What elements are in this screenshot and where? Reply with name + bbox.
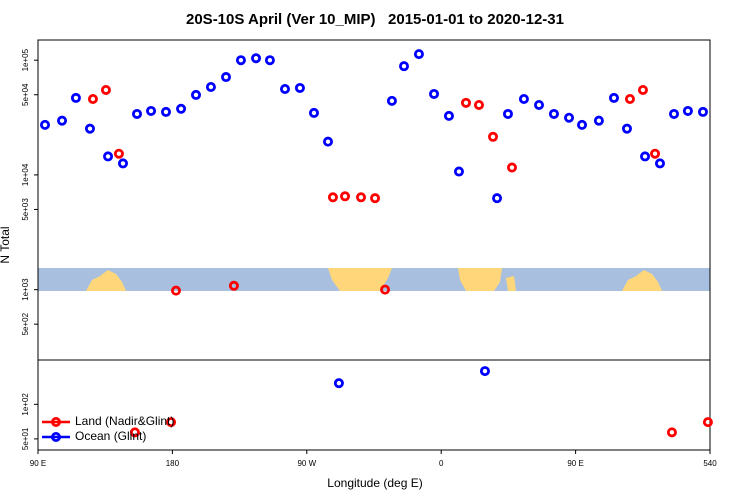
point bbox=[340, 191, 351, 202]
point bbox=[308, 107, 319, 118]
x-tick-label: 180 bbox=[166, 459, 180, 468]
point bbox=[70, 92, 81, 103]
y-tick-label: 5e+02 bbox=[21, 312, 30, 335]
point bbox=[518, 93, 529, 104]
point bbox=[637, 84, 648, 95]
point bbox=[429, 88, 440, 99]
y-axis-label: N Total bbox=[0, 226, 12, 263]
x-tick-label: 90 E bbox=[30, 459, 46, 468]
y-tick-label: 1e+05 bbox=[21, 48, 30, 71]
x-tick-label: 0 bbox=[439, 459, 444, 468]
y-tick-label: 5e+01 bbox=[21, 427, 30, 450]
x-tick-label: 540 bbox=[703, 459, 717, 468]
point bbox=[548, 108, 559, 119]
point bbox=[84, 123, 95, 134]
point bbox=[399, 61, 410, 72]
point bbox=[356, 192, 367, 203]
point bbox=[176, 103, 187, 114]
point bbox=[443, 110, 454, 121]
point bbox=[608, 92, 619, 103]
y-tick-label: 1e+03 bbox=[21, 278, 30, 301]
point bbox=[264, 55, 275, 66]
point bbox=[697, 106, 708, 117]
point bbox=[103, 151, 114, 162]
point bbox=[279, 83, 290, 94]
point bbox=[624, 93, 635, 104]
point bbox=[323, 136, 334, 147]
x-tick-label: 90 W bbox=[297, 459, 316, 468]
point bbox=[132, 108, 143, 119]
point bbox=[413, 49, 424, 60]
point bbox=[370, 193, 381, 204]
point bbox=[488, 131, 499, 142]
point bbox=[506, 162, 517, 173]
legend-label: Ocean (Glint) bbox=[75, 429, 146, 443]
point bbox=[294, 82, 305, 93]
point bbox=[190, 89, 201, 100]
point bbox=[492, 193, 503, 204]
point bbox=[327, 192, 338, 203]
point bbox=[333, 378, 344, 389]
point bbox=[235, 55, 246, 66]
legend-symbol bbox=[51, 416, 62, 427]
point bbox=[57, 115, 68, 126]
map-strip bbox=[38, 268, 710, 291]
y-tick-label: 5e+03 bbox=[21, 198, 30, 221]
point bbox=[380, 284, 391, 295]
point bbox=[100, 84, 111, 95]
plot-frame bbox=[37, 39, 711, 451]
point bbox=[479, 366, 490, 377]
point bbox=[170, 285, 181, 296]
point bbox=[460, 97, 471, 108]
point bbox=[146, 105, 157, 116]
point bbox=[166, 417, 177, 428]
point bbox=[205, 81, 216, 92]
point bbox=[386, 95, 397, 106]
point bbox=[117, 158, 128, 169]
point bbox=[702, 417, 713, 428]
y-tick-label: 1e+02 bbox=[21, 393, 30, 416]
point bbox=[654, 158, 665, 169]
point bbox=[113, 148, 124, 159]
y-tick-label: 1e+04 bbox=[21, 163, 30, 186]
y-tick-label: 5e+04 bbox=[21, 83, 30, 106]
point bbox=[640, 151, 651, 162]
point bbox=[453, 166, 464, 177]
x-tick-label: 90 E bbox=[567, 459, 583, 468]
point bbox=[228, 280, 239, 291]
point bbox=[650, 148, 661, 159]
point bbox=[160, 106, 171, 117]
legend-label: Land (Nadir&Glint) bbox=[75, 414, 174, 428]
chart-title: 20S-10S April (Ver 10_MIP) 2015-01-01 to… bbox=[186, 11, 564, 28]
point bbox=[666, 427, 677, 438]
point bbox=[40, 119, 51, 130]
point bbox=[129, 427, 140, 438]
point bbox=[221, 72, 232, 83]
x-axis-label: Longitude (deg E) bbox=[327, 476, 422, 490]
point bbox=[593, 115, 604, 126]
point bbox=[682, 105, 693, 116]
point bbox=[577, 119, 588, 130]
point bbox=[621, 123, 632, 134]
point bbox=[87, 93, 98, 104]
point bbox=[251, 53, 262, 64]
point bbox=[473, 99, 484, 110]
point bbox=[534, 99, 545, 110]
point bbox=[669, 108, 680, 119]
point bbox=[502, 108, 513, 119]
legend-symbol bbox=[51, 431, 62, 442]
point bbox=[564, 112, 575, 123]
